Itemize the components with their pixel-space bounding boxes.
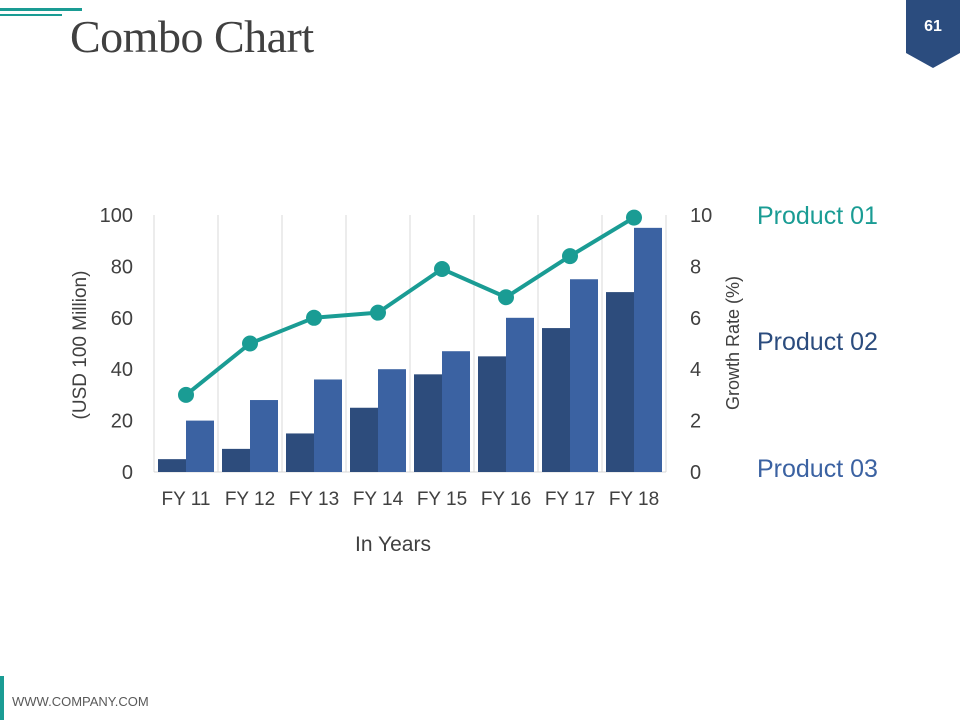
bar-product-02 <box>542 328 570 472</box>
x-tick-label: FY 11 <box>162 489 211 510</box>
bar-product-02 <box>222 448 250 472</box>
x-tick-label: FY 15 <box>417 489 467 510</box>
bar-product-02 <box>606 292 634 472</box>
y-tick-label: 60 <box>111 308 133 330</box>
y2-tick-label: 8 <box>690 256 701 278</box>
bar-product-02 <box>478 356 506 472</box>
x-axis-title: In Years <box>355 533 431 556</box>
bar-product-03 <box>250 400 278 472</box>
title-accent-line <box>0 8 82 11</box>
line-point-product-01 <box>178 386 194 403</box>
y2-tick-label: 6 <box>690 308 701 330</box>
title-accent-line-short <box>0 14 62 16</box>
page-number-badge: 61 <box>906 0 960 68</box>
bar-product-03 <box>506 317 534 472</box>
y2-tick-label: 2 <box>690 411 701 433</box>
x-tick-label: FY 14 <box>353 489 404 510</box>
footer-website: WWW.COMPANY.COM <box>12 694 149 709</box>
footer-accent-bar <box>0 676 4 720</box>
bar-product-02 <box>350 407 378 472</box>
line-point-product-01 <box>626 209 642 226</box>
bar-product-02 <box>158 459 186 472</box>
bar-product-03 <box>186 420 214 472</box>
bar-product-03 <box>634 227 662 472</box>
legend-item-product-02: Product 02 <box>757 328 878 356</box>
y-axis-title: (USD 100 Million) <box>70 271 91 420</box>
y-tick-label: 40 <box>111 359 133 381</box>
line-point-product-01 <box>370 304 386 321</box>
bar-product-02 <box>286 433 314 472</box>
bar-product-03 <box>314 379 342 472</box>
y-tick-label: 100 <box>100 205 133 227</box>
bar-product-03 <box>378 369 406 472</box>
line-point-product-01 <box>434 260 450 277</box>
y2-axis-title: Growth Rate (%) <box>723 276 743 410</box>
bar-product-02 <box>414 374 442 472</box>
x-tick-label: FY 18 <box>609 489 659 510</box>
y2-tick-label: 10 <box>690 205 712 227</box>
line-point-product-01 <box>498 289 514 306</box>
legend-item-product-03: Product 03 <box>757 455 878 483</box>
y2-tick-label: 0 <box>690 462 701 484</box>
line-point-product-01 <box>242 335 258 352</box>
y-tick-label: 80 <box>111 256 133 278</box>
x-tick-label: FY 13 <box>289 489 339 510</box>
y-tick-label: 0 <box>122 462 133 484</box>
line-point-product-01 <box>306 309 322 326</box>
bar-product-03 <box>570 279 598 472</box>
y2-tick-label: 4 <box>690 359 701 381</box>
line-product-01 <box>184 215 636 397</box>
x-tick-label: FY 17 <box>545 489 595 510</box>
x-tick-label: FY 12 <box>225 489 275 510</box>
x-tick-label: FY 16 <box>481 489 531 510</box>
bar-product-03 <box>442 351 470 472</box>
y-tick-label: 20 <box>111 411 133 433</box>
legend-item-product-01: Product 01 <box>757 202 878 230</box>
line-point-product-01 <box>562 248 578 265</box>
page-title: Combo Chart <box>70 11 314 62</box>
